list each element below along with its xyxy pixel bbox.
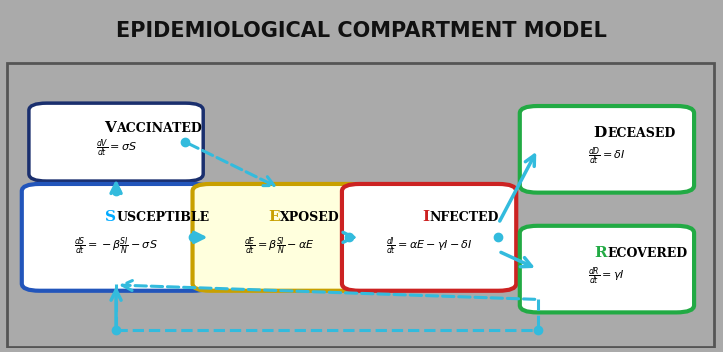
Text: NFECTED: NFECTED [429, 210, 498, 224]
Text: XPOSED: XPOSED [280, 210, 339, 224]
Text: E: E [268, 210, 280, 224]
Text: R: R [594, 246, 607, 260]
Text: S: S [105, 210, 116, 224]
Text: D: D [594, 126, 607, 140]
FancyBboxPatch shape [520, 106, 694, 193]
Text: $\frac{dR}{dt} = \gamma I$: $\frac{dR}{dt} = \gamma I$ [589, 265, 625, 287]
Text: ACCINATED: ACCINATED [116, 122, 202, 134]
FancyBboxPatch shape [192, 184, 367, 291]
FancyBboxPatch shape [29, 103, 203, 181]
Text: $\frac{dE}{dt} = \beta\frac{SI}{N} - \alpha E$: $\frac{dE}{dt} = \beta\frac{SI}{N} - \al… [244, 236, 315, 257]
Text: ECOVERED: ECOVERED [607, 247, 687, 260]
Text: $\frac{dI}{dt} = \alpha E - \gamma I - \delta I$: $\frac{dI}{dt} = \alpha E - \gamma I - \… [386, 236, 472, 257]
Text: $\frac{dV}{dt} = \sigma S$: $\frac{dV}{dt} = \sigma S$ [95, 138, 137, 159]
Text: I: I [422, 210, 429, 224]
Text: $\frac{dD}{dt} = \delta I$: $\frac{dD}{dt} = \delta I$ [588, 146, 626, 167]
FancyBboxPatch shape [342, 184, 516, 291]
Text: EPIDEMIOLOGICAL COMPARTMENT MODEL: EPIDEMIOLOGICAL COMPARTMENT MODEL [116, 21, 607, 41]
Text: ECEASED: ECEASED [607, 127, 675, 140]
FancyBboxPatch shape [22, 184, 210, 291]
Text: $\frac{dS}{dt} = -\beta\frac{SI}{N} - \sigma S$: $\frac{dS}{dt} = -\beta\frac{SI}{N} - \s… [74, 236, 158, 257]
Text: USCEPTIBLE: USCEPTIBLE [116, 210, 209, 224]
Text: V: V [104, 121, 116, 135]
FancyBboxPatch shape [520, 226, 694, 313]
